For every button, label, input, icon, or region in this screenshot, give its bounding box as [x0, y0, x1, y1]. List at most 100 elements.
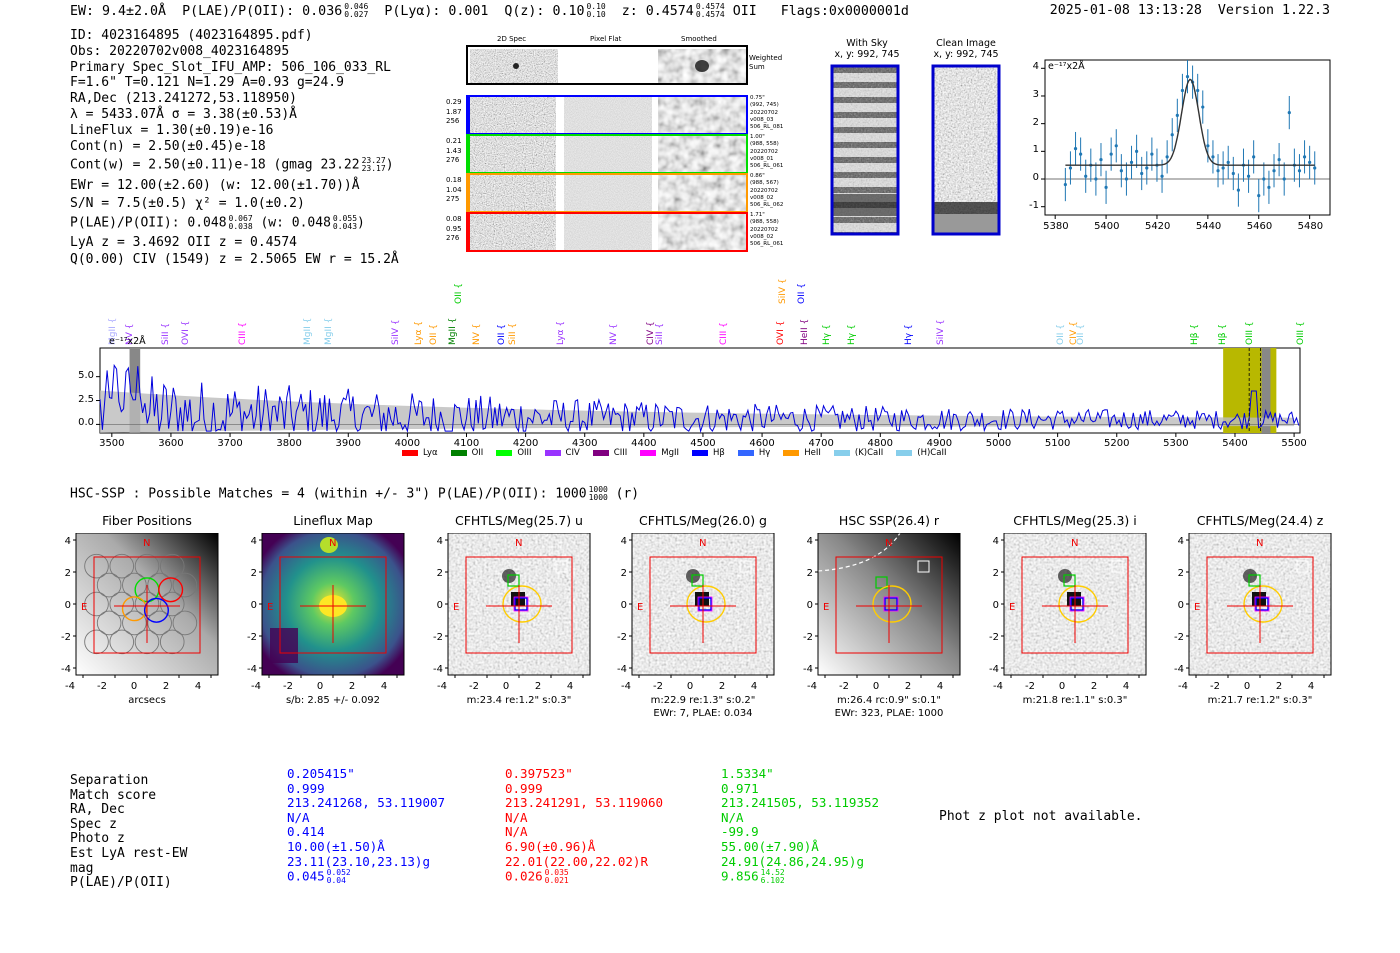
east-label: E	[637, 602, 643, 613]
with-sky-image	[830, 64, 900, 236]
zoom-point	[1180, 88, 1185, 93]
fiber-circle	[84, 629, 109, 655]
match-plae-lo: 0.021	[544, 876, 569, 886]
stamp-left-value: 275	[446, 195, 460, 203]
cutout-xtick: 2	[348, 681, 356, 692]
stamp-right-value: v008_01	[750, 155, 774, 162]
header-z-lo: 0.4574	[695, 10, 725, 19]
cutout-panel: N E 4 2 0 -2 -4	[61, 533, 219, 678]
cutout-xtick: 2	[534, 681, 542, 692]
zoom-point	[1216, 169, 1220, 173]
hsc-summary: HSC-SSP : Possible Matches = 4 (within +…	[70, 486, 639, 502]
fiber-circle	[109, 553, 135, 579]
legend-item: CIII	[592, 448, 627, 458]
zoom-point	[1124, 177, 1129, 181]
info-contw-close: )	[385, 157, 394, 173]
spectrum-line-label-text: OII	[797, 291, 808, 304]
stamp-2d	[468, 213, 556, 250]
zoom-xtick: 5440	[1195, 221, 1222, 232]
stamp-col-2d: 2D Spec	[497, 35, 527, 43]
zoom-xtick: 5480	[1297, 221, 1324, 232]
cutout-title: CFHTLS/Meg(25.7) u	[455, 513, 583, 528]
zoom-point	[1221, 166, 1225, 170]
legend-item: HeII	[783, 448, 821, 458]
match-row-label: Match score	[70, 787, 157, 803]
fiber-circle	[159, 629, 185, 655]
zoom-ytick: 2	[1032, 116, 1039, 128]
hsc-text: HSC-SSP : Possible Matches = 4 (within +…	[70, 486, 587, 502]
stamp-smooth	[658, 96, 746, 133]
match-plae-lo: 0.04	[326, 876, 346, 886]
north-label: N	[1256, 538, 1263, 549]
legend-item: (K)CaII	[833, 448, 883, 458]
cutout-ytick: 4	[621, 536, 627, 547]
cutout-marker	[555, 560, 568, 573]
cutout-caption: EWr: 323, PLAE: 1000	[834, 708, 944, 719]
match-plae: 9.856 14.52 6.102	[721, 869, 879, 885]
cutout-fov-box	[835, 556, 943, 654]
match-value: 0.999	[505, 780, 543, 796]
cutout-ytick: 0	[1178, 600, 1184, 611]
cutout-panel: N E 4 2 0 -2 -4	[247, 533, 405, 678]
stamp-images	[466, 45, 748, 252]
match-plae: 0.045 0.052 0.04	[287, 869, 445, 885]
cutout-xtick: 0	[130, 681, 138, 692]
cutout-ytick: 0	[65, 600, 71, 611]
spectrum-xtick: 3600	[158, 438, 184, 449]
with-sky-xy: x, y: 992, 745	[834, 49, 900, 60]
match-value: N/A	[505, 809, 528, 825]
info-sn: S/N = 7.5(±0.5) χ² = 1.0(±0.2)	[70, 196, 305, 212]
legend-swatch	[544, 449, 561, 456]
header-right: 2025-01-08 13:13:28 Version 1.22.3	[1050, 3, 1330, 18]
spectrum-xtick: 4200	[512, 438, 539, 449]
cutout-ytick: -4	[61, 664, 71, 675]
legend-item: MgII	[640, 448, 679, 458]
spectrum-xtick: 4000	[394, 438, 421, 449]
header-ew: EW: 9.4±2.0Å	[70, 4, 167, 19]
stamp-right-value: 20220702	[750, 148, 778, 155]
cutout-ytick: 0	[807, 600, 813, 611]
with-sky-title: With Sky x, y: 992, 745	[832, 38, 902, 60]
cutout-ytick: -2	[61, 632, 71, 643]
east-label: E	[81, 602, 87, 613]
info-params: F=1.6" T=0.121 N=1.29 A=0.93 g=24.9	[70, 75, 344, 91]
zoom-point	[1277, 158, 1281, 162]
hsc-lo: 1000	[588, 493, 608, 502]
stamp-left-value: 1.87	[446, 107, 462, 116]
legend-label: OII	[471, 448, 484, 458]
zoom-point	[1302, 155, 1307, 159]
east-label: E	[453, 602, 459, 613]
legend-label: OIII	[517, 448, 532, 458]
hsc-band: (r)	[615, 486, 640, 502]
info-block: ID: 4023164895 (4023164895.pdf) Obs: 202…	[70, 28, 399, 268]
match-row-label: RA, Dec	[70, 802, 125, 818]
zoom-ytick: 1	[1032, 144, 1039, 156]
cutout-source-blob	[511, 592, 525, 606]
north-label: N	[143, 538, 150, 549]
stamp-row-right-labels: 1.00" (988, 558) 20220702 v008_01 506_RL_061	[750, 134, 783, 170]
stamp-right-value: 1.00"	[750, 134, 765, 140]
cutout-caption: m:21.7 re:1.2" s:0.3"	[1207, 695, 1313, 706]
zoom-point	[1165, 155, 1169, 159]
zoom-model-curve	[1065, 78, 1315, 166]
cutout-xtick: 2	[162, 681, 170, 692]
cutout-ytick: -2	[433, 632, 443, 643]
match-plae-hi: 14.52	[760, 868, 785, 878]
cutout-xtick: 0	[1058, 681, 1066, 692]
stamp-right-value: 20220702	[750, 187, 778, 194]
stamp-right-value: (988, 558)	[750, 219, 779, 226]
stamp-right-value: v008_03	[750, 116, 774, 123]
cutout-ytick: 2	[65, 568, 71, 579]
match-row-label: Spec z	[70, 816, 117, 832]
north-label: N	[699, 538, 706, 549]
cutout-caption: EWr: 7, PLAE: 0.034	[653, 708, 753, 719]
header-z-line: OII	[732, 4, 757, 19]
fiber-circle	[84, 591, 109, 617]
stamp-right-value: 0.75"	[750, 95, 765, 101]
spectrum-xtick: 4500	[690, 438, 716, 449]
fiber-circle	[96, 572, 122, 598]
legend-label: Hγ	[758, 448, 771, 458]
header-flags: Flags:0x0000001d	[780, 4, 909, 19]
zoom-point	[1150, 152, 1154, 156]
zoom-point	[1145, 166, 1149, 170]
